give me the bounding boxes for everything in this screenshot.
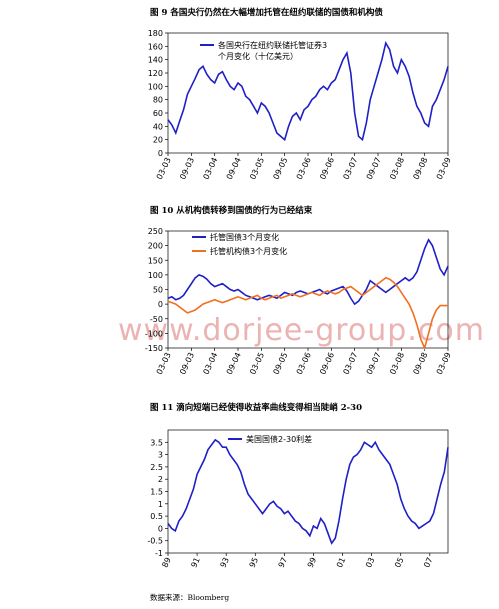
y-tick-label: 3.5 <box>150 438 163 447</box>
line-series <box>167 40 449 142</box>
y-tick-label: 180 <box>148 29 163 38</box>
legend-entry: 美国国债2-30利差 <box>228 434 348 445</box>
x-tick-label: 09-03 <box>178 156 196 181</box>
x-tick-label: 03-09 <box>435 351 453 376</box>
x-tick-label: 09-05 <box>271 351 289 376</box>
x-tick-label: 95 <box>248 556 260 569</box>
figure-caption: 图 9 各国央行仍然在大幅增加托管在纽约联储的国债和机构债 <box>150 7 383 18</box>
x-tick-label: 09-07 <box>365 351 383 376</box>
x-tick-label: 09-06 <box>318 156 336 181</box>
x-tick-label: 03-05 <box>248 156 266 181</box>
legend-label: 托管国债3个月变化 <box>210 233 280 242</box>
legend: 托管国债3个月变化 托管机构债3个月变化 <box>192 232 332 257</box>
x-tick-label: 09-08 <box>411 156 429 181</box>
x-tick-label: 09-04 <box>225 156 243 181</box>
x-tick-label: 89 <box>160 556 172 569</box>
legend-label: 托管机构债3个月变化 <box>210 247 288 256</box>
legend-swatch <box>228 438 242 440</box>
x-tick-label: 03-07 <box>341 156 359 181</box>
legend-swatch <box>192 250 206 252</box>
y-tick-label: 20 <box>153 136 163 145</box>
x-tick-label: 03-05 <box>248 351 266 376</box>
x-tick-label: 03-08 <box>388 156 406 181</box>
x-tick-label: 09-06 <box>318 351 336 376</box>
y-tick-label: 150 <box>148 256 163 265</box>
line-series <box>167 276 448 351</box>
x-tick-label: 05 <box>393 556 405 569</box>
x-tick-label: 93 <box>219 556 231 569</box>
legend-swatch <box>200 44 214 46</box>
x-tick-label: 03-03 <box>155 156 173 181</box>
line-series <box>167 438 449 545</box>
legend-entry: 托管机构债3个月变化 <box>192 246 332 257</box>
y-tick-label: 100 <box>148 82 163 91</box>
y-tick-label: 0.5 <box>150 512 163 521</box>
y-tick-label: 3 <box>158 451 163 460</box>
x-tick-label: 09-05 <box>271 156 289 181</box>
y-tick-label: -1 <box>155 549 163 558</box>
x-tick-label: 09-08 <box>411 351 429 376</box>
legend-entry: 各国央行在纽约联储托管证券3个月变化（十亿美元） <box>200 40 330 62</box>
x-tick-label: 03-07 <box>341 351 359 376</box>
y-tick-label: 50 <box>153 286 163 295</box>
y-tick-label: 200 <box>148 242 163 251</box>
x-tick-label: 03-06 <box>295 351 313 376</box>
y-tick-label: 2.5 <box>150 463 163 472</box>
legend-label: 各国央行在纽约联储托管证券3个月变化（十亿美元） <box>218 41 328 61</box>
x-tick-label: 03-04 <box>201 156 219 181</box>
y-tick-label: 1.5 <box>150 488 163 497</box>
y-tick-label: 0 <box>158 300 163 309</box>
y-tick-label: 80 <box>153 96 163 105</box>
y-tick-label: -0.5 <box>147 537 163 546</box>
x-tick-label: 03 <box>364 556 376 569</box>
x-tick-label: 97 <box>277 556 289 569</box>
y-tick-label: 120 <box>148 69 163 78</box>
y-tick-label: 0 <box>158 149 163 158</box>
x-tick-label: 03-04 <box>201 351 219 376</box>
y-tick-label: 140 <box>148 56 163 65</box>
legend-entry: 托管国债3个月变化 <box>192 232 332 243</box>
y-tick-label: 1 <box>158 500 163 509</box>
x-tick-label: 09-07 <box>365 156 383 181</box>
legend: 各国央行在纽约联储托管证券3个月变化（十亿美元） <box>200 40 330 62</box>
x-tick-label: 03-09 <box>435 156 453 181</box>
y-tick-label: -100 <box>145 329 163 338</box>
y-tick-label: 160 <box>148 42 163 51</box>
source-note: 数据来源：Bloomberg <box>150 592 229 602</box>
y-tick-label: 250 <box>148 227 163 236</box>
y-tick-label: 40 <box>153 122 163 131</box>
x-tick-label: 03-08 <box>388 351 406 376</box>
figure-caption: 图 10 从机构债转移到国债的行为已经结束 <box>150 205 313 216</box>
legend-label: 美国国债2-30利差 <box>246 435 313 444</box>
x-tick-label: 03-06 <box>295 156 313 181</box>
y-tick-label: 2 <box>158 475 163 484</box>
x-tick-label: 99 <box>306 556 318 569</box>
x-tick-label: 03-03 <box>155 351 173 376</box>
x-tick-label: 07 <box>422 556 434 569</box>
y-tick-label: -150 <box>145 344 163 353</box>
x-tick-label: 91 <box>189 556 201 569</box>
x-tick-label: 09-04 <box>225 351 243 376</box>
x-tick-label: 01 <box>335 556 347 569</box>
y-tick-label: 100 <box>148 271 163 280</box>
y-tick-label: 60 <box>153 109 163 118</box>
figure-caption: 图 11 滴向短端已经使得收益率曲线变得相当陡峭 2-30 <box>150 402 362 413</box>
x-tick-label: 09-03 <box>178 351 196 376</box>
legend-swatch <box>192 236 206 238</box>
y-tick-label: 0 <box>158 524 163 533</box>
legend: 美国国债2-30利差 <box>228 434 348 445</box>
y-tick-label: -50 <box>150 315 163 324</box>
